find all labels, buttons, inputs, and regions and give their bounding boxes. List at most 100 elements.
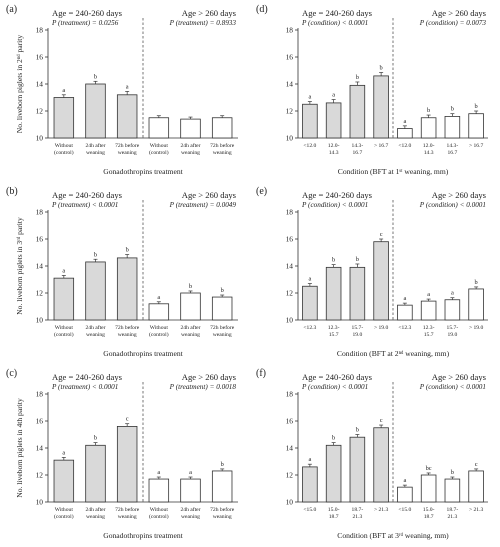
significance-letter: a — [451, 290, 454, 297]
y-tick-label: 18 — [36, 208, 44, 217]
bar — [211, 117, 233, 139]
y-tick-label: 14 — [36, 80, 44, 89]
category-label: > 16.7 — [374, 143, 389, 149]
y-tick-label: 14 — [36, 444, 44, 453]
p-value-label: P (condition) < 0.0001 — [301, 383, 368, 391]
bar — [373, 427, 389, 503]
category-label: 15.0-18.7 — [423, 507, 435, 520]
category-label-line: 18.7 — [329, 514, 339, 520]
chart-panel-a: (a) 10 12 14 16 18 No. liveborn piglets in 2ⁿᵈ… — [6, 4, 238, 176]
y-axis-label: No. liveborn piglets in 2ⁿᵈ parity — [15, 35, 24, 134]
bar — [302, 466, 318, 503]
category-label-line: 19.0 — [447, 332, 457, 338]
category-label-line: > 21.3 — [374, 507, 389, 513]
category-label-line: 12.0- — [328, 143, 340, 149]
y-tick-label: 12 — [36, 289, 44, 298]
category-label-line: 16.7 — [447, 150, 457, 156]
category-label: > 21.3 — [469, 507, 484, 513]
y-tick-label: 16 — [36, 235, 44, 244]
y-tick-label: 12 — [286, 471, 294, 480]
bar — [180, 118, 201, 139]
chart-panel-b: (b) 10 12 14 16 18 No. liveborn piglets in 3ʳᵈ… — [6, 186, 238, 358]
chart-panel-c: (c) 10 12 14 16 18 No. liveborn piglets in 4th… — [6, 368, 238, 540]
significance-letter: a — [332, 92, 335, 99]
category-label-line: weaning — [86, 514, 105, 520]
y-tick-label: 16 — [286, 53, 294, 62]
significance-letter: b — [221, 287, 224, 294]
y-tick-label: 12 — [286, 289, 294, 298]
significance-letter: a — [62, 267, 65, 274]
y-tick-label: 16 — [286, 417, 294, 426]
bar — [148, 117, 170, 139]
bar — [116, 257, 138, 321]
y-tick-label: 14 — [286, 444, 294, 453]
y-tick-label: 14 — [286, 80, 294, 89]
y-tick-label: 10 — [36, 316, 44, 325]
category-label-line: weaning — [118, 332, 137, 338]
y-tick-label: 12 — [286, 107, 294, 116]
category-label-line: (control) — [54, 149, 74, 156]
category-label-line: weaning — [213, 332, 232, 338]
y-tick-label: 18 — [286, 390, 294, 399]
significance-letter: a — [308, 456, 311, 463]
bar — [444, 299, 461, 321]
significance-letter: c — [380, 417, 383, 424]
y-tick-label: 10 — [286, 316, 294, 325]
chart-panel-f: (f) 10 12 14 16 18 Condition (BFT at 3ʳᵈ weani… — [256, 368, 488, 540]
category-label: Without (control) — [54, 325, 74, 338]
significance-letter: b — [427, 107, 430, 114]
category-label-line: (control) — [149, 331, 169, 338]
panel-label: (b) — [6, 186, 18, 197]
bar — [148, 303, 170, 321]
bar — [420, 474, 437, 503]
category-label-line: 15.0- — [328, 507, 340, 513]
significance-letter: a — [403, 295, 406, 302]
significance-letter: a — [157, 469, 160, 476]
category-label-line: weaning — [181, 514, 200, 520]
group-title: Age > 260 days — [432, 372, 487, 382]
p-value-label: P (treatment) = 0.8933 — [169, 19, 237, 27]
bar — [349, 84, 366, 139]
category-label-line: 14.3 — [329, 150, 339, 156]
category-label-line: weaning — [118, 150, 137, 156]
category-label-line: 21.3 — [447, 514, 457, 520]
category-label-line: Without — [55, 325, 74, 331]
category-label-line: 24h after — [180, 324, 200, 331]
p-value-label: P (treatment) = 0.0018 — [169, 383, 237, 391]
category-label-line: 15.7 — [424, 332, 434, 338]
category-label-line: 72h before — [115, 506, 140, 513]
significance-letter: b — [189, 283, 192, 290]
group-title: Age > 260 days — [432, 8, 487, 18]
significance-letter: a — [126, 83, 129, 90]
category-label-line: 72h before — [210, 506, 235, 513]
category-label-line: Without — [55, 507, 74, 513]
category-label: 12.0-14.3 — [328, 143, 340, 156]
category-label: Without (control) — [149, 143, 169, 156]
y-axis-label: No. liveborn piglets in 4th parity — [15, 398, 24, 498]
category-label-line: 72h before — [210, 324, 235, 331]
category-label-line: 24h after — [180, 506, 200, 513]
category-label-line: 24h after — [180, 142, 200, 149]
category-label-line: 15.0- — [423, 507, 435, 513]
x-axis-label: Condition (BFT at 2ⁿᵈ weaning, mm) — [337, 349, 450, 358]
x-axis-label: Gonadothropins treatment — [103, 349, 183, 358]
category-label: 72h before weaning — [210, 506, 235, 520]
y-tick-label: 18 — [36, 390, 44, 399]
bar — [53, 97, 75, 139]
category-label-line: <12.3 — [303, 325, 316, 331]
significance-letter: bc — [426, 465, 432, 472]
bar — [302, 103, 318, 139]
bar — [85, 261, 106, 321]
bar — [373, 241, 389, 321]
category-label: 24h after weaning — [180, 506, 200, 520]
y-axis-label: No. liveborn piglets in 3ʳᵈ parity — [15, 217, 24, 315]
p-value-label: P (condition) < 0.0001 — [419, 201, 486, 209]
significance-letter: c — [475, 461, 478, 468]
p-value-label: P (treatment) = 0.0256 — [51, 19, 119, 27]
category-label-line: 15.7 — [329, 332, 339, 338]
p-value-label: P (treatment) = 0.0049 — [169, 201, 237, 209]
category-label: 12.3-15.7 — [423, 325, 435, 338]
category-label-line: Without — [55, 143, 74, 149]
bar — [397, 486, 413, 503]
